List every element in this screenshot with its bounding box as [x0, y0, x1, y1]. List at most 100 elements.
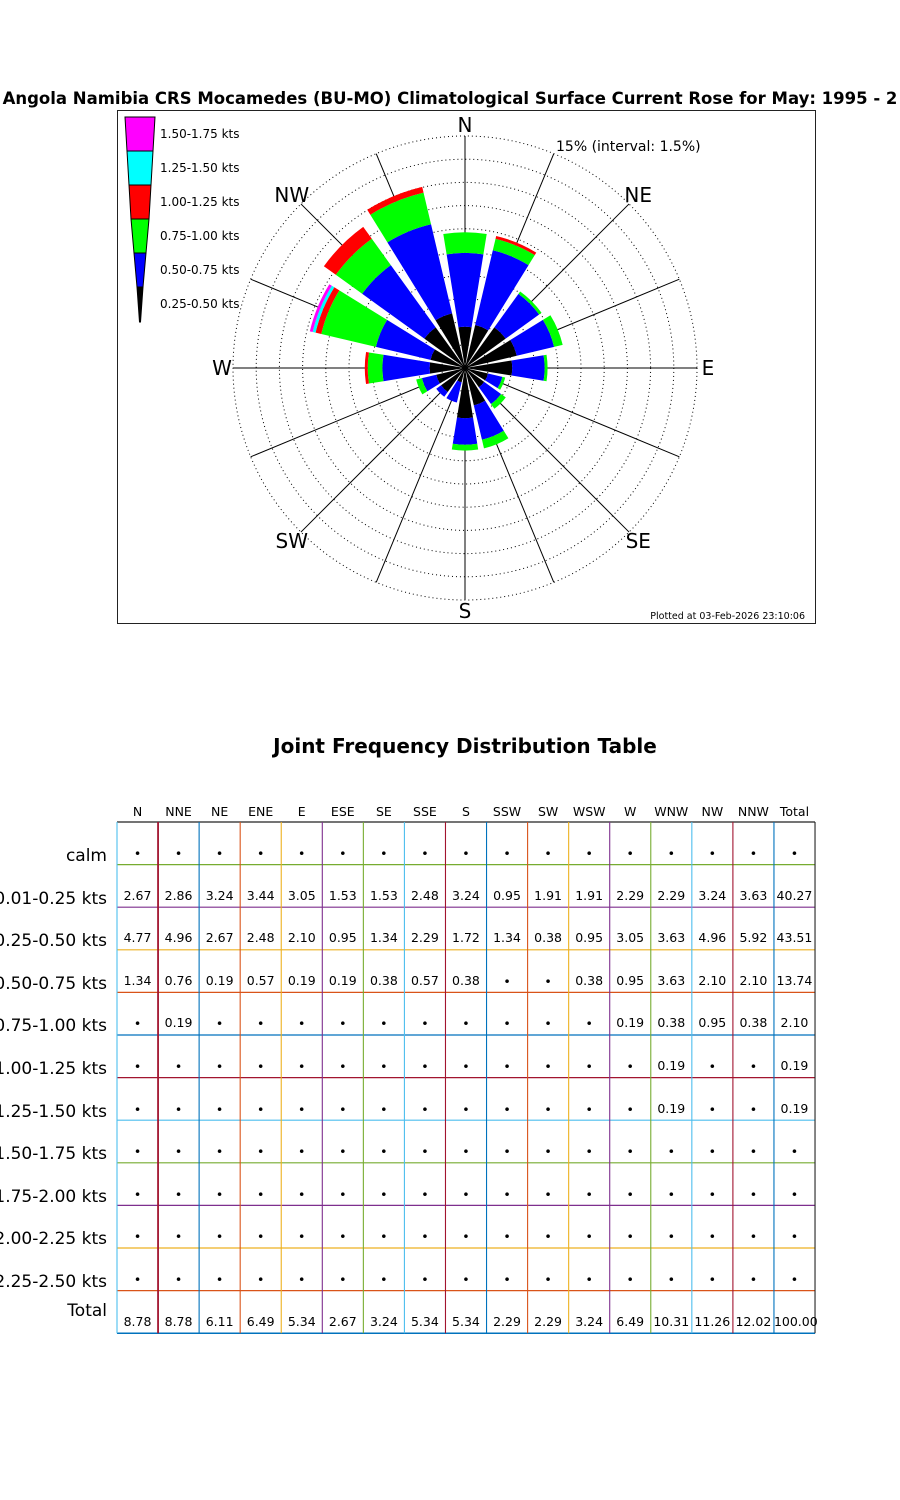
table-cell: 43.51 — [776, 930, 813, 946]
table-cell: • — [339, 1059, 347, 1074]
table-cell: • — [749, 1059, 758, 1074]
table-cell: • — [133, 1229, 142, 1245]
wedge-NE-bin-2 — [518, 291, 542, 315]
table-cell: • — [503, 1101, 511, 1117]
table-cell: • — [339, 1101, 347, 1117]
table-cell: 0.76 — [164, 972, 193, 988]
table-cell: • — [380, 1229, 388, 1245]
column-header-NE: NE — [210, 804, 229, 819]
table-cell: 5.34 — [452, 1313, 480, 1329]
table-cell: 0.19 — [780, 1100, 809, 1116]
table-cell: • — [133, 1272, 142, 1287]
wedge-SSW-bin-0 — [457, 368, 465, 383]
wedge-ENE-bin-2 — [542, 315, 563, 347]
column-header-SE: SE — [375, 804, 392, 819]
legend-swatch-2 — [128, 184, 152, 220]
column-header-NW: NW — [701, 804, 724, 819]
table-cell: • — [462, 1144, 470, 1160]
table-cell: 1.53 — [328, 887, 357, 903]
table-cell: • — [585, 1059, 593, 1074]
row-label: 0.50-0.75 kts — [0, 973, 107, 994]
wedge-E-bin-1 — [511, 355, 545, 381]
table-cell: • — [749, 846, 758, 861]
table-cell: • — [585, 1272, 593, 1287]
wedge-SSW-bin-1 — [446, 380, 462, 403]
table-cell: • — [215, 1144, 224, 1160]
table-cell: • — [544, 1016, 552, 1032]
table-cell: 8.78 — [164, 1313, 193, 1329]
table-cell: 2.29 — [493, 1313, 521, 1329]
table-cell: • — [380, 1059, 388, 1074]
column-header-ESE: ESE — [330, 804, 355, 819]
wedge-NW-bin-1 — [362, 265, 436, 339]
compass-label-S: S — [459, 599, 472, 623]
table-cell: • — [708, 1229, 717, 1245]
table-cell: • — [256, 1229, 265, 1245]
wedge-E-bin-0 — [465, 360, 513, 376]
table-cell: • — [339, 846, 347, 861]
table-cell: • — [339, 1016, 347, 1032]
table-cell: • — [626, 1101, 634, 1117]
table-cell: • — [421, 846, 429, 861]
table-cell: • — [256, 1101, 265, 1117]
table-cell: • — [585, 1229, 593, 1245]
wedge-WSW-bin-2 — [416, 378, 428, 395]
spoke-SSW — [375, 367, 466, 583]
table-cell: 0.95 — [493, 887, 521, 903]
table-cell: 0.19 — [780, 1058, 809, 1073]
table-cell: • — [421, 1186, 429, 1202]
legend-swatch-1 — [126, 150, 154, 186]
column-header-SW: SW — [537, 804, 559, 819]
table-cell: • — [298, 1016, 306, 1032]
table-cell: 6.11 — [205, 1313, 234, 1329]
table-cell: 0.57 — [246, 972, 275, 988]
row-label: calm — [65, 846, 107, 866]
legend-label: 1.50-1.75 kts — [160, 127, 240, 141]
wedge-NE-bin-1 — [494, 293, 540, 339]
table-cell: • — [298, 1229, 306, 1245]
table-cell: • — [133, 1059, 142, 1074]
table-cell: • — [790, 1186, 799, 1202]
table-cell: • — [790, 846, 799, 861]
wedge-ENE-bin-0 — [465, 340, 517, 368]
wedge-NNW-bin-3 — [367, 186, 424, 215]
table-cell: • — [298, 846, 306, 861]
wedge-ENE-bin-1 — [510, 319, 555, 356]
row-label: 1.25-1.50 kts — [0, 1101, 107, 1122]
table-cell: • — [503, 1016, 511, 1032]
table-cell: • — [256, 846, 265, 861]
spoke-SW — [300, 367, 466, 533]
wedge-NW-bin-3 — [323, 226, 372, 275]
table-cell: • — [667, 1144, 675, 1160]
table-cell: • — [298, 1186, 306, 1202]
column-header-Total: Total — [779, 804, 810, 819]
wedge-NNW-bin-1 — [387, 224, 453, 321]
table-cell: • — [749, 1229, 758, 1245]
table-cell: 0.19 — [616, 1015, 645, 1031]
table-cell: • — [256, 1016, 265, 1032]
wedge-S-bin-2 — [451, 443, 479, 451]
table-cell: 5.92 — [739, 930, 768, 946]
row-label: 2.00-2.25 kts — [0, 1229, 107, 1250]
table-cell: • — [380, 1101, 388, 1117]
row-label: 2.25-2.50 kts — [0, 1272, 107, 1292]
legend-label: 1.25-1.50 kts — [160, 161, 240, 175]
table-cell: • — [133, 1101, 142, 1117]
table-cell: • — [667, 1272, 675, 1287]
table-cell: • — [462, 1272, 470, 1287]
table-cell: 1.91 — [534, 887, 563, 903]
wedge-NNE-bin-3 — [495, 235, 537, 256]
wedge-NW-bin-2 — [335, 238, 391, 294]
column-header-ENE: ENE — [248, 804, 274, 819]
table-cell: 3.05 — [616, 930, 645, 946]
table-cell: • — [708, 1272, 717, 1287]
legend-label: 1.00-1.25 kts — [160, 195, 240, 209]
legend-label: 0.75-1.00 kts — [160, 229, 240, 243]
column-header-WNW: WNW — [654, 804, 689, 819]
table-cell: • — [421, 1101, 429, 1117]
table-cell: 0.19 — [164, 1015, 193, 1031]
wedge-N-bin-2 — [443, 232, 487, 255]
table-cell: • — [133, 1016, 142, 1032]
wedge-SW-bin-0 — [441, 368, 465, 392]
table-cell: • — [298, 1101, 306, 1117]
